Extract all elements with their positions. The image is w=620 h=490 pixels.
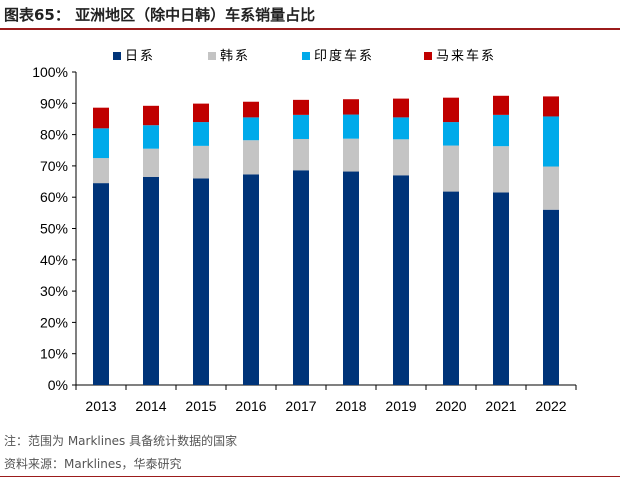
bar-segment-2019-s2 [393, 117, 409, 140]
bar-segment-2016-s3 [243, 101, 259, 118]
legend-label-3: 马来车系 [436, 48, 496, 64]
legend-swatch-3 [424, 52, 432, 60]
bar-segment-2022-s3 [543, 96, 559, 117]
bar-segment-2016-s0 [243, 174, 259, 385]
bar-segment-2017-s2 [293, 114, 309, 139]
title-rule [0, 28, 620, 30]
legend-label-1: 韩系 [220, 49, 250, 64]
bar-segment-2017-s0 [293, 170, 309, 385]
y-tick-label: 70% [40, 158, 68, 174]
bar-segment-2020-s3 [443, 97, 459, 123]
bar-segment-2018-s2 [343, 114, 359, 139]
x-tick-label: 2019 [385, 398, 416, 414]
y-tick-label: 80% [40, 127, 68, 143]
bar-segment-2018-s0 [343, 171, 359, 385]
bar-segment-2016-s2 [243, 117, 259, 141]
bar-segment-2022-s1 [543, 166, 559, 210]
x-tick-label: 2017 [285, 398, 316, 414]
x-tick-label: 2022 [535, 398, 566, 414]
bar-segment-2016-s1 [243, 140, 259, 175]
y-tick-label: 30% [40, 283, 68, 299]
bottom-rule [0, 476, 620, 477]
bar-segment-2013-s1 [93, 158, 109, 184]
y-tick-label: 100% [32, 64, 68, 80]
y-tick-label: 90% [40, 95, 68, 111]
bar-segment-2014-s1 [143, 148, 159, 177]
x-tick-label: 2020 [435, 398, 466, 414]
y-tick-label: 40% [40, 252, 68, 268]
y-tick-label: 50% [40, 221, 68, 237]
bar-segment-2013-s0 [93, 183, 109, 385]
bar-segment-2015-s1 [193, 145, 209, 179]
bar-segment-2019-s0 [393, 175, 409, 385]
legend-swatch-0 [113, 52, 121, 60]
bar-segment-2017-s3 [293, 99, 309, 115]
y-tick-label: 60% [40, 189, 68, 205]
legend-label-2: 印度车系 [314, 48, 374, 64]
bar-segment-2015-s0 [193, 178, 209, 385]
bar-segment-2014-s3 [143, 105, 159, 126]
x-tick-label: 2018 [335, 398, 366, 414]
bar-segment-2015-s3 [193, 103, 209, 123]
bar-segment-2020-s0 [443, 191, 459, 385]
bar-segment-2021-s2 [493, 114, 509, 147]
x-tick-label: 2021 [485, 398, 516, 414]
bar-segment-2019-s3 [393, 98, 409, 118]
bar-segment-2015-s2 [193, 122, 209, 146]
bar-segment-2021-s3 [493, 95, 509, 115]
bar-segment-2014-s2 [143, 125, 159, 149]
bar-segment-2020-s2 [443, 122, 459, 146]
source-note: 资料来源：Marklines，华泰研究 [4, 457, 182, 471]
bar-segment-2022-s2 [543, 116, 559, 167]
legend-swatch-1 [208, 52, 216, 60]
bar-segment-2022-s0 [543, 209, 559, 385]
legend-swatch-2 [302, 52, 310, 60]
bar-segment-2021-s1 [493, 146, 509, 193]
bar-segment-2019-s1 [393, 139, 409, 176]
bar-segment-2014-s0 [143, 176, 159, 385]
x-tick-label: 2014 [135, 398, 166, 414]
legend-label-0: 日系 [125, 49, 155, 64]
bar-segment-2018-s3 [343, 99, 359, 115]
scope-note: 注：范围为 Marklines 具备统计数据的国家 [4, 434, 238, 448]
y-tick-label: 20% [40, 314, 68, 330]
x-tick-label: 2016 [235, 398, 266, 414]
bar-segment-2018-s1 [343, 138, 359, 172]
bar-segment-2020-s1 [443, 145, 459, 192]
y-tick-label: 0% [48, 377, 68, 393]
x-tick-label: 2013 [85, 398, 116, 414]
stacked-bar-chart: 0% 10% 20% 30% 40% 50% 60% 70% 80% 90% 100% 2013 201… [32, 48, 577, 414]
x-tick-label: 2015 [185, 398, 216, 414]
bar-segment-2021-s0 [493, 192, 509, 385]
y-tick-label: 10% [40, 346, 68, 362]
bar-segment-2017-s1 [293, 138, 309, 171]
bar-segment-2013-s3 [93, 107, 109, 129]
chart-title: 图表65： 亚洲地区（除中日韩）车系销量占比 [4, 6, 316, 24]
bar-segment-2013-s2 [93, 128, 109, 159]
